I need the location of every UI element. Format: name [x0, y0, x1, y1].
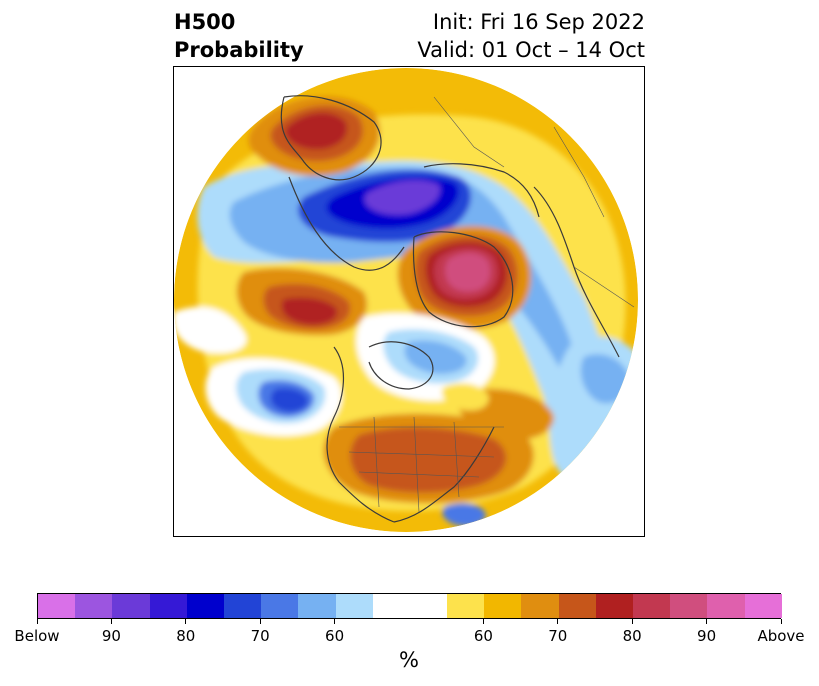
colorbar-segment: [633, 594, 671, 618]
colorbar-segment: [521, 594, 559, 618]
colorbar-unit: %: [399, 648, 419, 672]
colorbar-ticks: [36, 619, 782, 633]
colorbar-tick: [185, 619, 187, 624]
colorbar-segment: [372, 594, 410, 618]
colorbar-tick: [780, 619, 782, 624]
colorbar-labels: Below 90 80 70 60 60 70 80 90 Above: [0, 627, 819, 647]
colorbar-segment: [75, 594, 113, 618]
colorbar-tick-label: 70: [548, 627, 568, 645]
colorbar-segment: [38, 594, 76, 618]
colorbar-segment: [670, 594, 708, 618]
colorbar-tick-label: 80: [176, 627, 196, 645]
colorbar-segment: [261, 594, 299, 618]
colorbar-tick-label: 70: [250, 627, 270, 645]
colorbar-tick: [706, 619, 708, 624]
colorbar-tick-label: 80: [622, 627, 642, 645]
colorbar-segment: [409, 594, 448, 618]
colorbar-tick: [334, 619, 336, 624]
valid-range: Valid: 01 Oct – 14 Oct: [417, 38, 645, 62]
borders: [339, 96, 635, 513]
colorbar-segment: [447, 594, 485, 618]
chart-title-left: H500 Probability: [174, 8, 304, 64]
colorbar-tick: [110, 619, 112, 624]
probability-map: [173, 66, 645, 537]
colorbar-tick: [36, 619, 38, 624]
anomaly-field: [174, 68, 638, 532]
colorbar-tick-label: Above: [757, 627, 805, 645]
colorbar-segment: [149, 594, 187, 618]
colorbar-tick: [631, 619, 633, 624]
colorbar-tick-label: 60: [325, 627, 345, 645]
colorbar-tick: [557, 619, 559, 624]
colorbar-segment: [707, 594, 745, 618]
colorbar-segment: [484, 594, 522, 618]
title-metric: Probability: [174, 38, 304, 62]
chart-title-right: Init: Fri 16 Sep 2022 Valid: 01 Oct – 14…: [417, 8, 645, 64]
colorbar-segment: [112, 594, 150, 618]
init-date: Init: Fri 16 Sep 2022: [432, 10, 645, 34]
colorbar-segment: [595, 594, 633, 618]
colorbar-tick: [482, 619, 484, 624]
colorbar-segment: [223, 594, 262, 618]
colorbar-tick-label: 60: [473, 627, 493, 645]
colorbar: [37, 593, 782, 619]
colorbar-segment: [744, 594, 782, 618]
map-canvas: [174, 67, 644, 536]
colorbar-segment: [186, 594, 224, 618]
colorbar-tick-label: 90: [101, 627, 121, 645]
title-variable: H500: [174, 10, 236, 34]
colorbar-segment: [335, 594, 373, 618]
colorbar-segment: [298, 594, 336, 618]
colorbar-segment: [558, 594, 596, 618]
colorbar-tick-label: 90: [697, 627, 717, 645]
colorbar-tick: [259, 619, 261, 624]
colorbar-tick-label: Below: [14, 627, 60, 645]
